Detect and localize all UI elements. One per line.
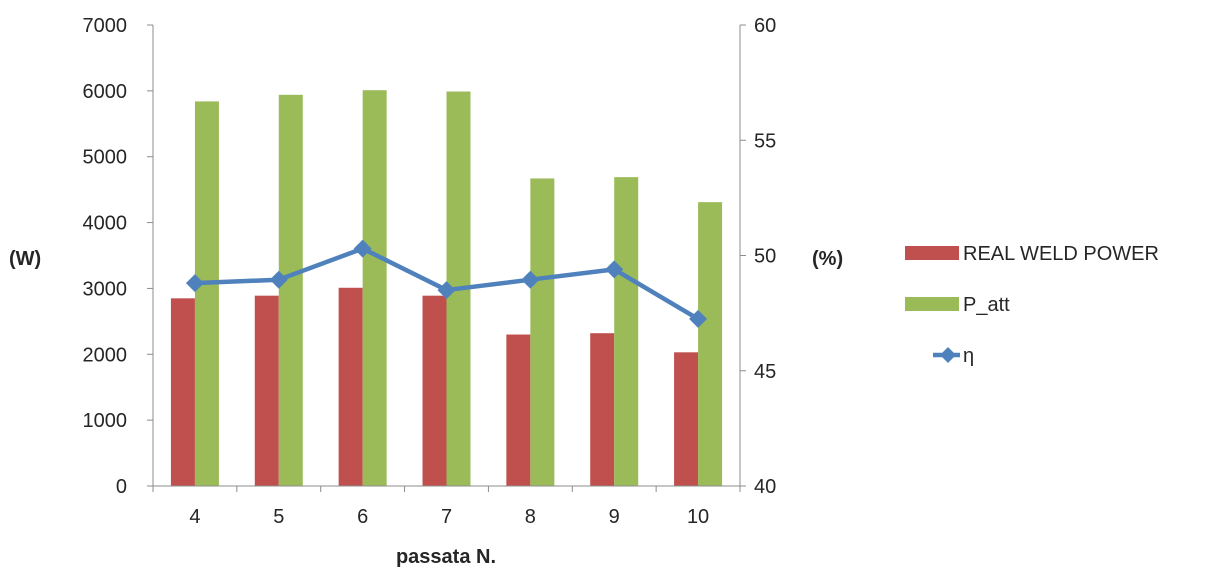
y2-tick-label-45: 45	[754, 361, 776, 383]
bar-p-att-6	[362, 90, 387, 486]
y2-tick-label-50: 50	[754, 246, 776, 268]
bar-real-weld-power-6	[338, 287, 363, 486]
bar-p-att-4	[194, 101, 219, 486]
y2-tick-label-60: 60	[754, 15, 776, 37]
y-tick-label-0: 0	[116, 476, 127, 498]
eta-point-7	[437, 281, 456, 300]
x-tick-label-8: 8	[525, 506, 536, 528]
bar-real-weld-power-8	[506, 334, 531, 486]
legend-swatch-marker-eta	[940, 347, 956, 363]
legend-label-real-weld-power: REAL WELD POWER	[963, 243, 1159, 265]
eta-point-6	[353, 239, 372, 258]
bar-real-weld-power-4	[170, 298, 195, 486]
x-tick-label-4: 4	[189, 506, 200, 528]
y-tick-label-3000: 3000	[83, 278, 128, 300]
x-tick-label-9: 9	[609, 506, 620, 528]
legend-label-p-att: P_att	[963, 294, 1010, 316]
y-tick-label-7000: 7000	[83, 15, 128, 37]
bar-real-weld-power-10	[674, 352, 699, 486]
bar-p-att-10	[698, 202, 723, 487]
y-axis-title: (W)	[9, 248, 41, 270]
x-tick-label-6: 6	[357, 506, 368, 528]
legend-swatch-p-att	[905, 297, 959, 311]
legend-swatch-real-weld-power	[905, 246, 959, 260]
bars-layer	[170, 90, 723, 487]
y2-axis-title: (%)	[812, 248, 843, 270]
legend: REAL WELD POWER P_att η	[905, 243, 1159, 367]
x-tick-label-10: 10	[687, 506, 709, 528]
eta-point-10	[689, 309, 708, 328]
bar-real-weld-power-9	[590, 333, 615, 486]
x-tick-label-7: 7	[441, 506, 452, 528]
y-tick-label-6000: 6000	[83, 81, 128, 103]
y2-tick-label-40: 40	[754, 476, 776, 498]
x-tick-label-5: 5	[273, 506, 284, 528]
bar-real-weld-power-5	[254, 295, 279, 486]
ticks-layer: 0100020003000400050006000700040455055604…	[83, 15, 777, 528]
y-tick-label-1000: 1000	[83, 410, 128, 432]
bar-real-weld-power-7	[422, 295, 447, 486]
bar-p-att-9	[614, 177, 639, 486]
y2-tick-label-55: 55	[754, 130, 776, 152]
y-tick-label-4000: 4000	[83, 213, 128, 235]
legend-label-eta: η	[963, 345, 974, 367]
eta-point-5	[269, 270, 288, 289]
line-layer	[185, 239, 708, 328]
x-axis-title: passata N.	[396, 546, 496, 568]
bar-p-att-5	[278, 94, 303, 487]
bar-p-att-8	[530, 178, 555, 486]
y-tick-label-5000: 5000	[83, 147, 128, 169]
eta-point-9	[605, 260, 624, 279]
eta-point-4	[185, 274, 204, 293]
eta-point-8	[521, 270, 540, 289]
y-tick-label-2000: 2000	[83, 344, 128, 366]
